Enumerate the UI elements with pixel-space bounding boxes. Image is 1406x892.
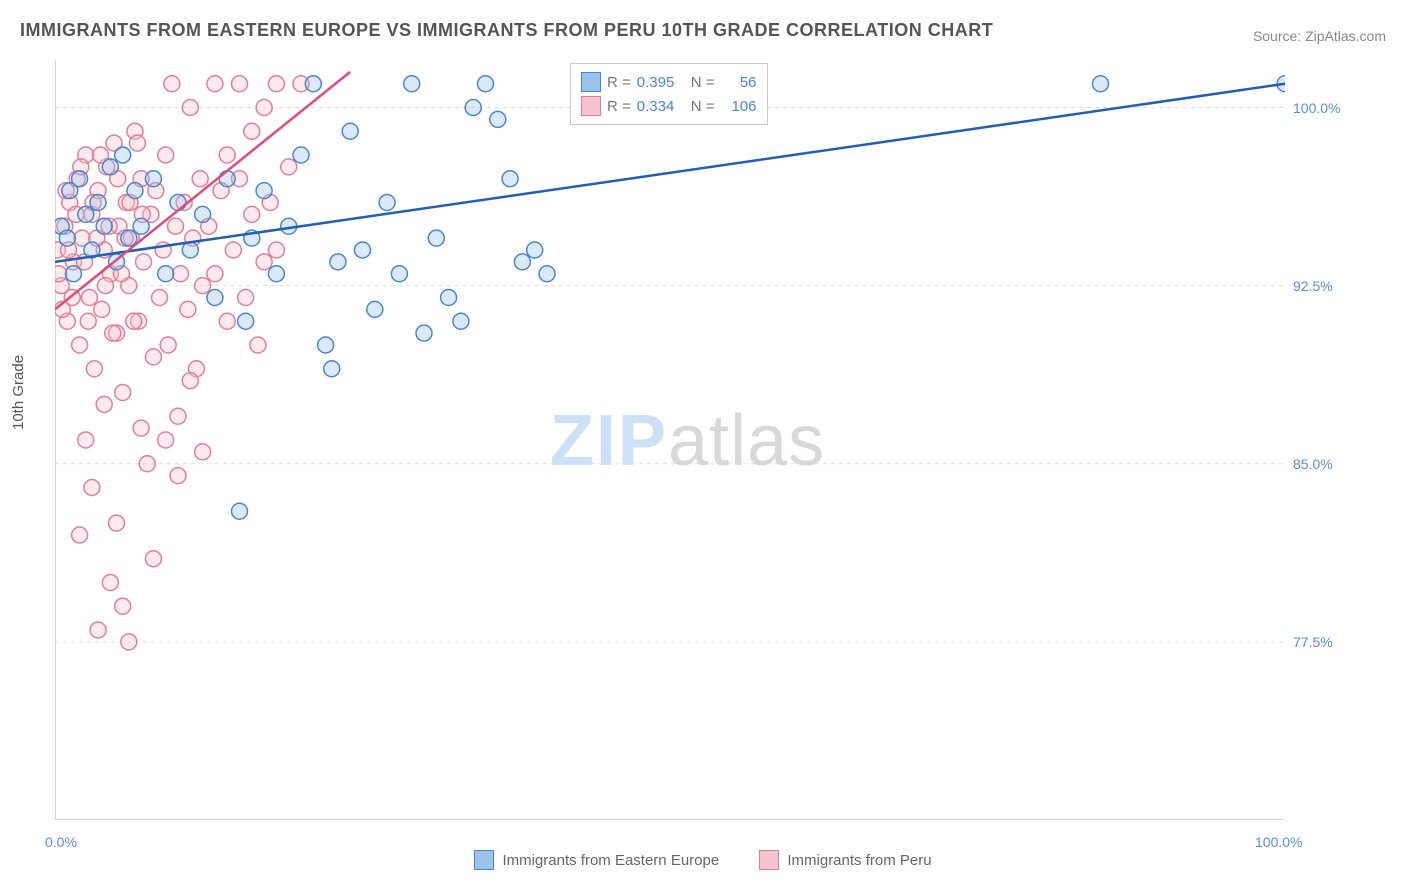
chart-title: IMMIGRANTS FROM EASTERN EUROPE VS IMMIGR…	[20, 20, 993, 41]
series-legend: Immigrants from Eastern Europe Immigrant…	[0, 850, 1406, 874]
x-tick-label: 100.0%	[1255, 834, 1302, 850]
y-tick-label: 77.5%	[1293, 634, 1333, 650]
chart-container: IMMIGRANTS FROM EASTERN EUROPE VS IMMIGR…	[0, 0, 1406, 892]
legend-n-label: N =	[691, 98, 715, 115]
y-tick-label: 92.5%	[1293, 278, 1333, 294]
legend-n-value-pink: 106	[721, 98, 757, 115]
legend-r-label: R =	[607, 74, 631, 91]
legend-square-blue	[581, 72, 601, 92]
legend-square-pink	[581, 96, 601, 116]
legend-n-label: N =	[691, 74, 715, 91]
legend-row-pink: R = 0.334 N = 106	[581, 94, 757, 118]
scatter-plot	[55, 60, 1285, 820]
legend-square-pink-bottom	[759, 850, 779, 870]
y-tick-label: 100.0%	[1293, 100, 1340, 116]
legend-square-blue-bottom	[474, 850, 494, 870]
x-tick-label: 0.0%	[45, 834, 77, 850]
legend-item-blue: Immigrants from Eastern Europe	[474, 850, 719, 870]
legend-r-label: R =	[607, 98, 631, 115]
legend-n-value-blue: 56	[721, 74, 757, 91]
correlation-legend: R = 0.395 N = 56 R = 0.334 N = 106	[570, 63, 768, 125]
y-axis-label: 10th Grade	[10, 355, 27, 430]
legend-item-pink: Immigrants from Peru	[759, 850, 931, 870]
legend-row-blue: R = 0.395 N = 56	[581, 70, 757, 94]
legend-label-pink: Immigrants from Peru	[787, 852, 931, 869]
legend-r-value-blue: 0.395	[637, 74, 685, 91]
y-tick-label: 85.0%	[1293, 456, 1333, 472]
legend-label-blue: Immigrants from Eastern Europe	[502, 852, 719, 869]
legend-r-value-pink: 0.334	[637, 98, 685, 115]
source-label: Source: ZipAtlas.com	[1253, 28, 1386, 44]
